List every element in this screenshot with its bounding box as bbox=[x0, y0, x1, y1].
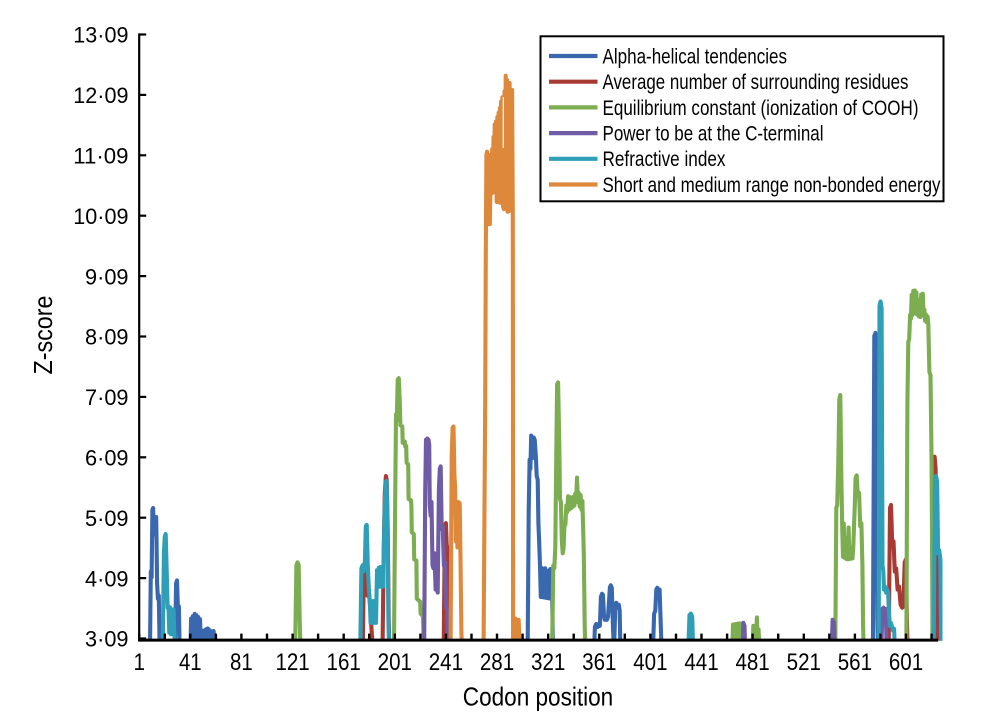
svg-text:10·09: 10·09 bbox=[73, 204, 128, 229]
svg-text:6·09: 6·09 bbox=[85, 446, 129, 471]
svg-text:481: 481 bbox=[735, 649, 769, 676]
svg-text:441: 441 bbox=[684, 649, 718, 676]
svg-text:401: 401 bbox=[633, 649, 667, 676]
svg-text:Refractive index: Refractive index bbox=[603, 148, 726, 171]
svg-text:8·09: 8·09 bbox=[85, 325, 129, 350]
svg-text:Alpha-helical tendencies: Alpha-helical tendencies bbox=[603, 45, 788, 68]
svg-text:1: 1 bbox=[133, 649, 145, 676]
svg-text:161: 161 bbox=[327, 649, 361, 676]
svg-text:Z-score: Z-score bbox=[28, 296, 58, 375]
svg-text:7·09: 7·09 bbox=[85, 385, 129, 410]
svg-text:12·09: 12·09 bbox=[73, 83, 128, 108]
svg-text:321: 321 bbox=[531, 649, 565, 676]
svg-text:11·09: 11·09 bbox=[73, 144, 128, 169]
svg-text:13·09: 13·09 bbox=[73, 23, 128, 48]
svg-text:Short and medium range non-bon: Short and medium range non-bonded energy bbox=[603, 174, 941, 197]
svg-text:41: 41 bbox=[179, 649, 202, 676]
svg-text:201: 201 bbox=[378, 649, 412, 676]
svg-text:281: 281 bbox=[480, 649, 514, 676]
svg-text:521: 521 bbox=[787, 649, 821, 676]
svg-text:361: 361 bbox=[582, 649, 616, 676]
svg-text:601: 601 bbox=[889, 649, 923, 676]
svg-text:121: 121 bbox=[275, 649, 309, 676]
svg-text:81: 81 bbox=[230, 649, 253, 676]
svg-text:9·09: 9·09 bbox=[85, 264, 129, 289]
svg-text:Equilibrium constant (ionizati: Equilibrium constant (ionization of COOH… bbox=[603, 97, 919, 120]
svg-text:4·09: 4·09 bbox=[85, 566, 129, 591]
svg-text:Codon position: Codon position bbox=[463, 684, 613, 712]
svg-text:Power to be at the C-terminal: Power to be at the C-terminal bbox=[603, 123, 824, 146]
svg-text:5·09: 5·09 bbox=[85, 506, 129, 531]
svg-text:Average number of surrounding: Average number of surrounding residues bbox=[603, 71, 909, 94]
svg-text:3·09: 3·09 bbox=[85, 627, 129, 652]
svg-text:241: 241 bbox=[429, 649, 463, 676]
svg-text:561: 561 bbox=[838, 649, 872, 676]
